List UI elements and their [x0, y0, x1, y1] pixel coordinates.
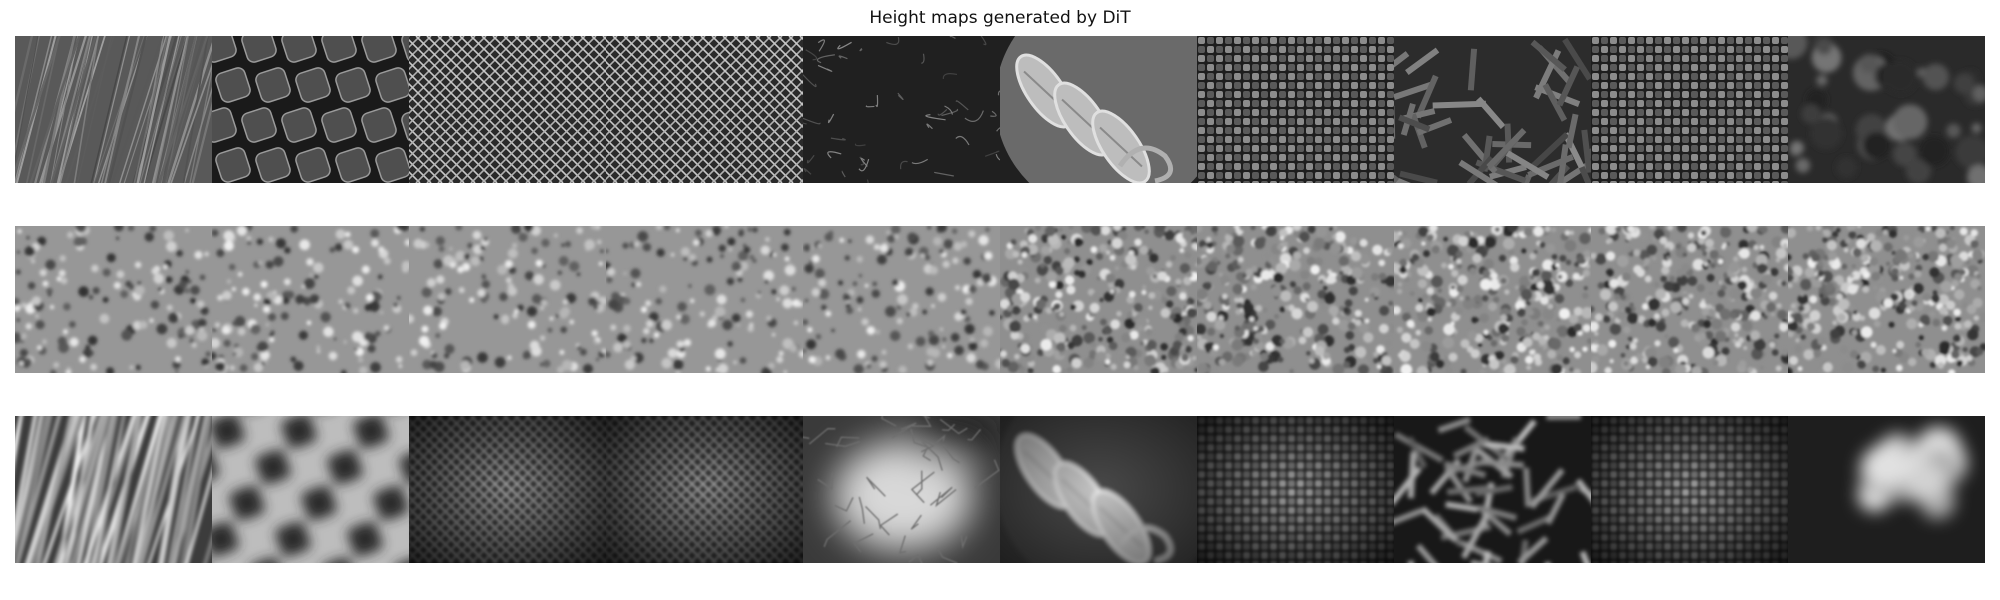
- height-map-image: [409, 416, 606, 563]
- texture-noise-flat: [212, 226, 409, 373]
- texture-woven-fabric-soft: [1197, 416, 1394, 563]
- row-input-textures: [15, 36, 1985, 183]
- texture-paper-strips-soft: [1394, 416, 1591, 563]
- height-map-image: [606, 416, 803, 563]
- texture-paper-strips: [1394, 36, 1591, 183]
- height-map-image: [606, 226, 803, 373]
- texture-noise-fine: [1197, 226, 1394, 373]
- texture-wire-mesh-soft: [409, 416, 606, 563]
- height-map-image: [212, 226, 409, 373]
- height-map-image: [1591, 416, 1788, 563]
- height-map-image: [1197, 36, 1394, 183]
- figure-title: Height maps generated by DiT: [869, 8, 1131, 28]
- height-map-image: [409, 226, 606, 373]
- texture-noise-flat: [803, 226, 1000, 373]
- texture-leather-grain: [803, 36, 1000, 183]
- height-map-image: [409, 36, 606, 183]
- texture-rubber-knobs: [212, 36, 409, 183]
- height-map-image: [15, 416, 212, 563]
- texture-woven-fabric: [1591, 36, 1788, 183]
- texture-noise-flat: [606, 226, 803, 373]
- texture-woven-fabric-soft: [1591, 416, 1788, 563]
- height-map-image: [212, 36, 409, 183]
- texture-noise-flat: [409, 226, 606, 373]
- texture-noise-fine: [1000, 226, 1197, 373]
- height-map-image: [1000, 416, 1197, 563]
- texture-coin-relief: [1000, 36, 1197, 183]
- texture-veins-glow: [803, 416, 1000, 563]
- texture-cloud-blob: [1788, 416, 1985, 563]
- texture-straw-fibers-soft: [15, 416, 212, 563]
- texture-wire-mesh-soft: [606, 416, 803, 563]
- height-map-image: [1788, 226, 1985, 373]
- texture-noise-flat: [15, 226, 212, 373]
- height-map-image: [606, 36, 803, 183]
- height-map-image: [1000, 226, 1197, 373]
- height-map-image: [1591, 226, 1788, 373]
- texture-rough-stone: [1788, 36, 1985, 183]
- texture-wire-mesh: [409, 36, 606, 183]
- texture-woven-fabric: [1197, 36, 1394, 183]
- height-map-image: [1788, 36, 1985, 183]
- texture-checker-blur: [212, 416, 409, 563]
- height-map-image: [212, 416, 409, 563]
- row-generated-height-maps: [15, 416, 1985, 563]
- height-map-image: [15, 36, 212, 183]
- height-map-image: [1394, 416, 1591, 563]
- texture-noise-fine: [1788, 226, 1985, 373]
- height-map-image: [15, 226, 212, 373]
- height-map-image: [1591, 36, 1788, 183]
- row-noisy-height-maps: [15, 226, 1985, 373]
- height-map-image: [803, 36, 1000, 183]
- height-map-image: [1394, 36, 1591, 183]
- height-map-image: [803, 226, 1000, 373]
- height-map-image: [1197, 416, 1394, 563]
- height-map-image: [1394, 226, 1591, 373]
- height-map-image: [1000, 36, 1197, 183]
- height-map-image: [803, 416, 1000, 563]
- height-map-image: [1197, 226, 1394, 373]
- texture-noise-fine: [1591, 226, 1788, 373]
- height-map-image: [1788, 416, 1985, 563]
- texture-straw-fibers: [15, 36, 212, 183]
- texture-wire-mesh: [606, 36, 803, 183]
- texture-noise-fine: [1394, 226, 1591, 373]
- texture-coin-relief-soft: [1000, 416, 1197, 563]
